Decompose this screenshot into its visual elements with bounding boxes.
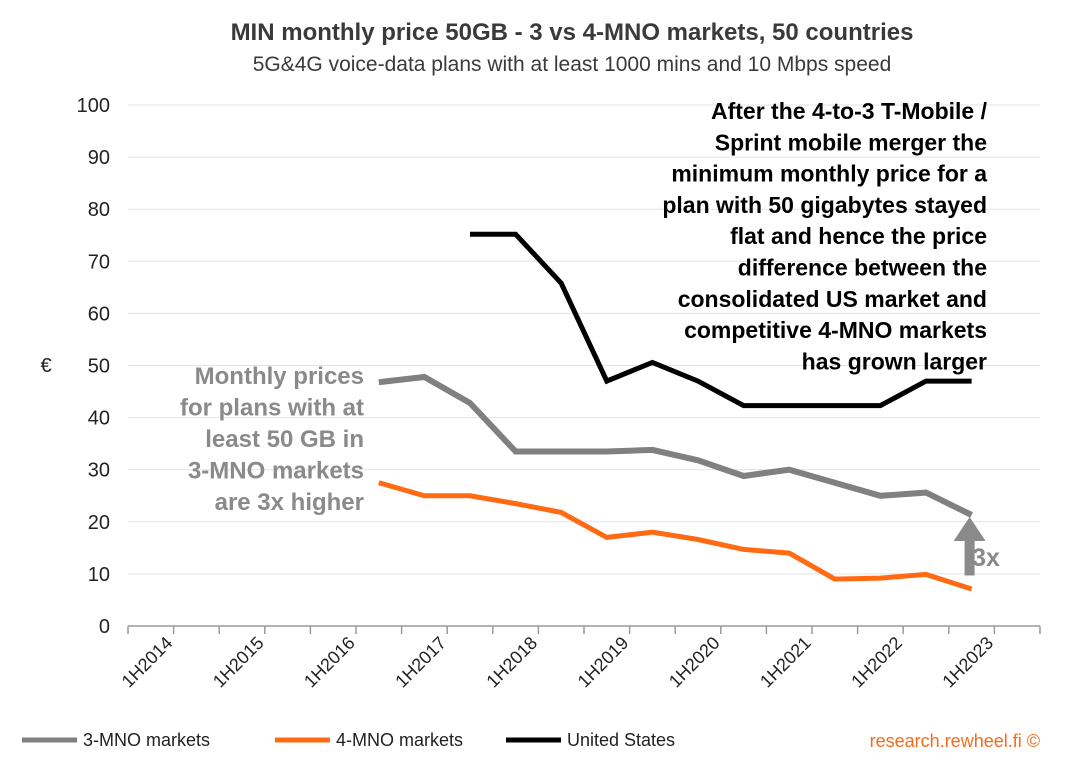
source-credit: research.rewheel.fi © [870, 731, 1040, 751]
x-tick-label: 1H2020 [665, 633, 724, 692]
chart-subtitle: 5G&4G voice-data plans with at least 100… [253, 53, 892, 76]
y-axis-label: € [40, 355, 51, 377]
legend: 3-MNO markets 4-MNO markets United States [22, 730, 675, 750]
y-tick-label: 30 [88, 460, 110, 482]
series-line-0 [378, 373, 973, 518]
x-tick-label: 1H2021 [756, 633, 815, 692]
x-tick-label: 1H2023 [938, 633, 997, 692]
series-line-2 [470, 231, 972, 409]
mno3-annotation-line: are 3x higher [215, 489, 364, 516]
legend-label-2: United States [567, 730, 675, 750]
x-axis: 1H2014 1H2015 1H2016 1H2017 1H2018 1H2019 1H20… [118, 625, 1041, 692]
arrow-head [953, 517, 986, 542]
us-annotation-line: competitive 4-MNO markets [684, 317, 987, 343]
y-tick-label: 80 [88, 199, 110, 221]
x-tick-label: 1H2017 [391, 633, 450, 692]
us-annotation-line: After the 4-to-3 T-Mobile / [711, 98, 988, 124]
arrow-shaft [964, 539, 975, 576]
legend-label-0: 3-MNO markets [83, 730, 210, 750]
us-annotation-line: has grown larger [802, 348, 987, 374]
mno3-annotation-line: for plans with at [180, 395, 364, 422]
series-lines [378, 231, 973, 592]
ratio-arrow [953, 517, 986, 576]
x-tick-label: 1H2022 [847, 633, 906, 692]
y-tick-label: 0 [99, 616, 110, 638]
us-annotation-line: consolidated US market and [678, 286, 987, 312]
legend-label-1: 4-MNO markets [336, 730, 463, 750]
y-tick-label: 20 [88, 512, 110, 534]
mno3-annotation-line: least 50 GB in [205, 426, 364, 453]
mno3-annotation-line: Monthly prices [195, 363, 364, 390]
series-line-1 [378, 480, 973, 592]
us-annotation-line: plan with 50 gigabytes stayed [662, 192, 987, 218]
gridlines [128, 104, 1040, 575]
us-annotation: After the 4-to-3 T-Mobile / Sprint mobile… [662, 98, 987, 374]
y-tick-label: 60 [88, 303, 110, 325]
ratio-label: 3x [972, 544, 1000, 572]
x-tick-label: 1H2014 [118, 633, 177, 692]
y-tick-label: 100 [77, 95, 110, 117]
mno3-annotation-line: 3-MNO markets [188, 458, 364, 485]
us-annotation-line: flat and hence the price [730, 223, 987, 249]
chart-title: MIN monthly price 50GB - 3 vs 4-MNO mark… [231, 19, 914, 46]
us-annotation-line: minimum monthly price for a [671, 161, 987, 187]
x-tick-label: 1H2018 [482, 633, 541, 692]
us-annotation-line: difference between the [738, 255, 987, 281]
x-tick-label: 1H2015 [209, 633, 268, 692]
x-tick-label: 1H2019 [574, 633, 633, 692]
mno3-annotation: Monthly prices for plans with at least 50 … [180, 363, 364, 516]
y-tick-label: 10 [88, 564, 110, 586]
us-annotation-line: Sprint mobile merger the [715, 129, 987, 155]
y-tick-label: 70 [88, 251, 110, 273]
y-tick-label: 50 [88, 356, 110, 378]
y-tick-label: 90 [88, 147, 110, 169]
x-tick-label: 1H2016 [300, 633, 359, 692]
y-tick-label: 40 [88, 408, 110, 430]
y-axis-ticks: 0 10 20 30 40 50 60 70 80 90 100 [77, 95, 110, 638]
